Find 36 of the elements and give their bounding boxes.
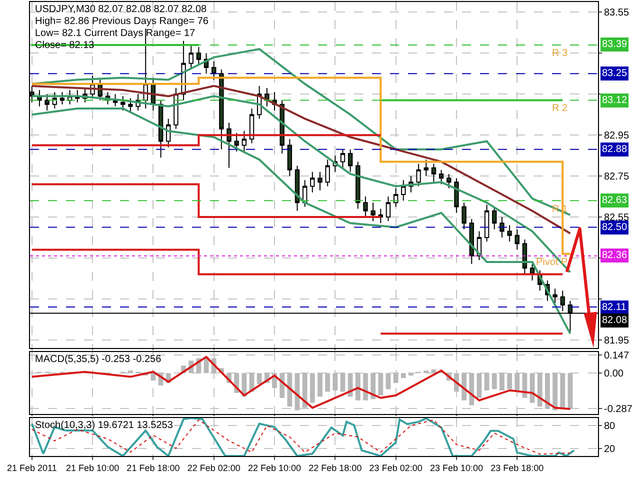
annotation: Pivot P — [536, 257, 568, 268]
annotation: R 3 — [552, 48, 568, 59]
annotation: MACD(5,35,5) -0.253 -0.256 — [35, 354, 162, 365]
y-tick-label: 82.95 — [604, 130, 630, 142]
y-tick-label: 20 — [604, 444, 616, 455]
annotation: Stoch(10,3,3) 19.6721 13.5253 — [35, 420, 174, 431]
x-tick-label: 23 Feb 10:00 — [430, 462, 483, 473]
ref-line-label: 82.08 — [602, 315, 628, 326]
y-tick-label: 81.95 — [604, 335, 630, 346]
ref-line-label: 83.39 — [602, 39, 628, 50]
annotation: USDJPY,M30 82.07 82.08 82.07 82.08 — [35, 4, 208, 15]
ref-line-label: 82.11 — [602, 302, 627, 313]
x-tick-label: 22 Feb 02:00 — [187, 462, 240, 473]
x-tick-label: 21 Feb 2011 — [6, 462, 57, 473]
x-tick-label: 23 Feb 18:00 — [490, 462, 544, 473]
y-tick-label: 80 — [604, 421, 616, 432]
y-tick-label: 82.75 — [604, 172, 630, 183]
y-tick-label: 0.00 — [604, 368, 624, 380]
x-tick-label: 21 Feb 18:00 — [126, 462, 180, 473]
ref-line-label: 82.36 — [602, 250, 628, 261]
annotation: High= 82.86 Previous Days Range= 76 — [35, 16, 209, 27]
ref-line-label: 82.50 — [602, 222, 628, 233]
x-tick-label: 22 Feb 10:00 — [248, 462, 302, 473]
y-tick-label: 82.55 — [604, 212, 630, 224]
y-tick-label: 83.55 — [604, 8, 630, 19]
ref-line-label: 83.25 — [602, 68, 628, 79]
y-tick-label: 0.147 — [604, 350, 630, 362]
annotation: R 2 — [552, 103, 568, 114]
ref-line-label: 83.12 — [602, 95, 628, 106]
ref-line-label: 82.88 — [602, 144, 628, 155]
x-tick-label: 22 Feb 18:00 — [308, 462, 362, 473]
y-tick-label: -0.287 — [604, 404, 633, 416]
annotation: Low= 82.1 Current Days Range= 17 — [35, 28, 196, 39]
x-tick-label: 23 Feb 02:00 — [369, 462, 422, 473]
ref-line-label: 82.63 — [602, 195, 628, 206]
x-tick-label: 21 Feb 10:00 — [66, 462, 120, 473]
